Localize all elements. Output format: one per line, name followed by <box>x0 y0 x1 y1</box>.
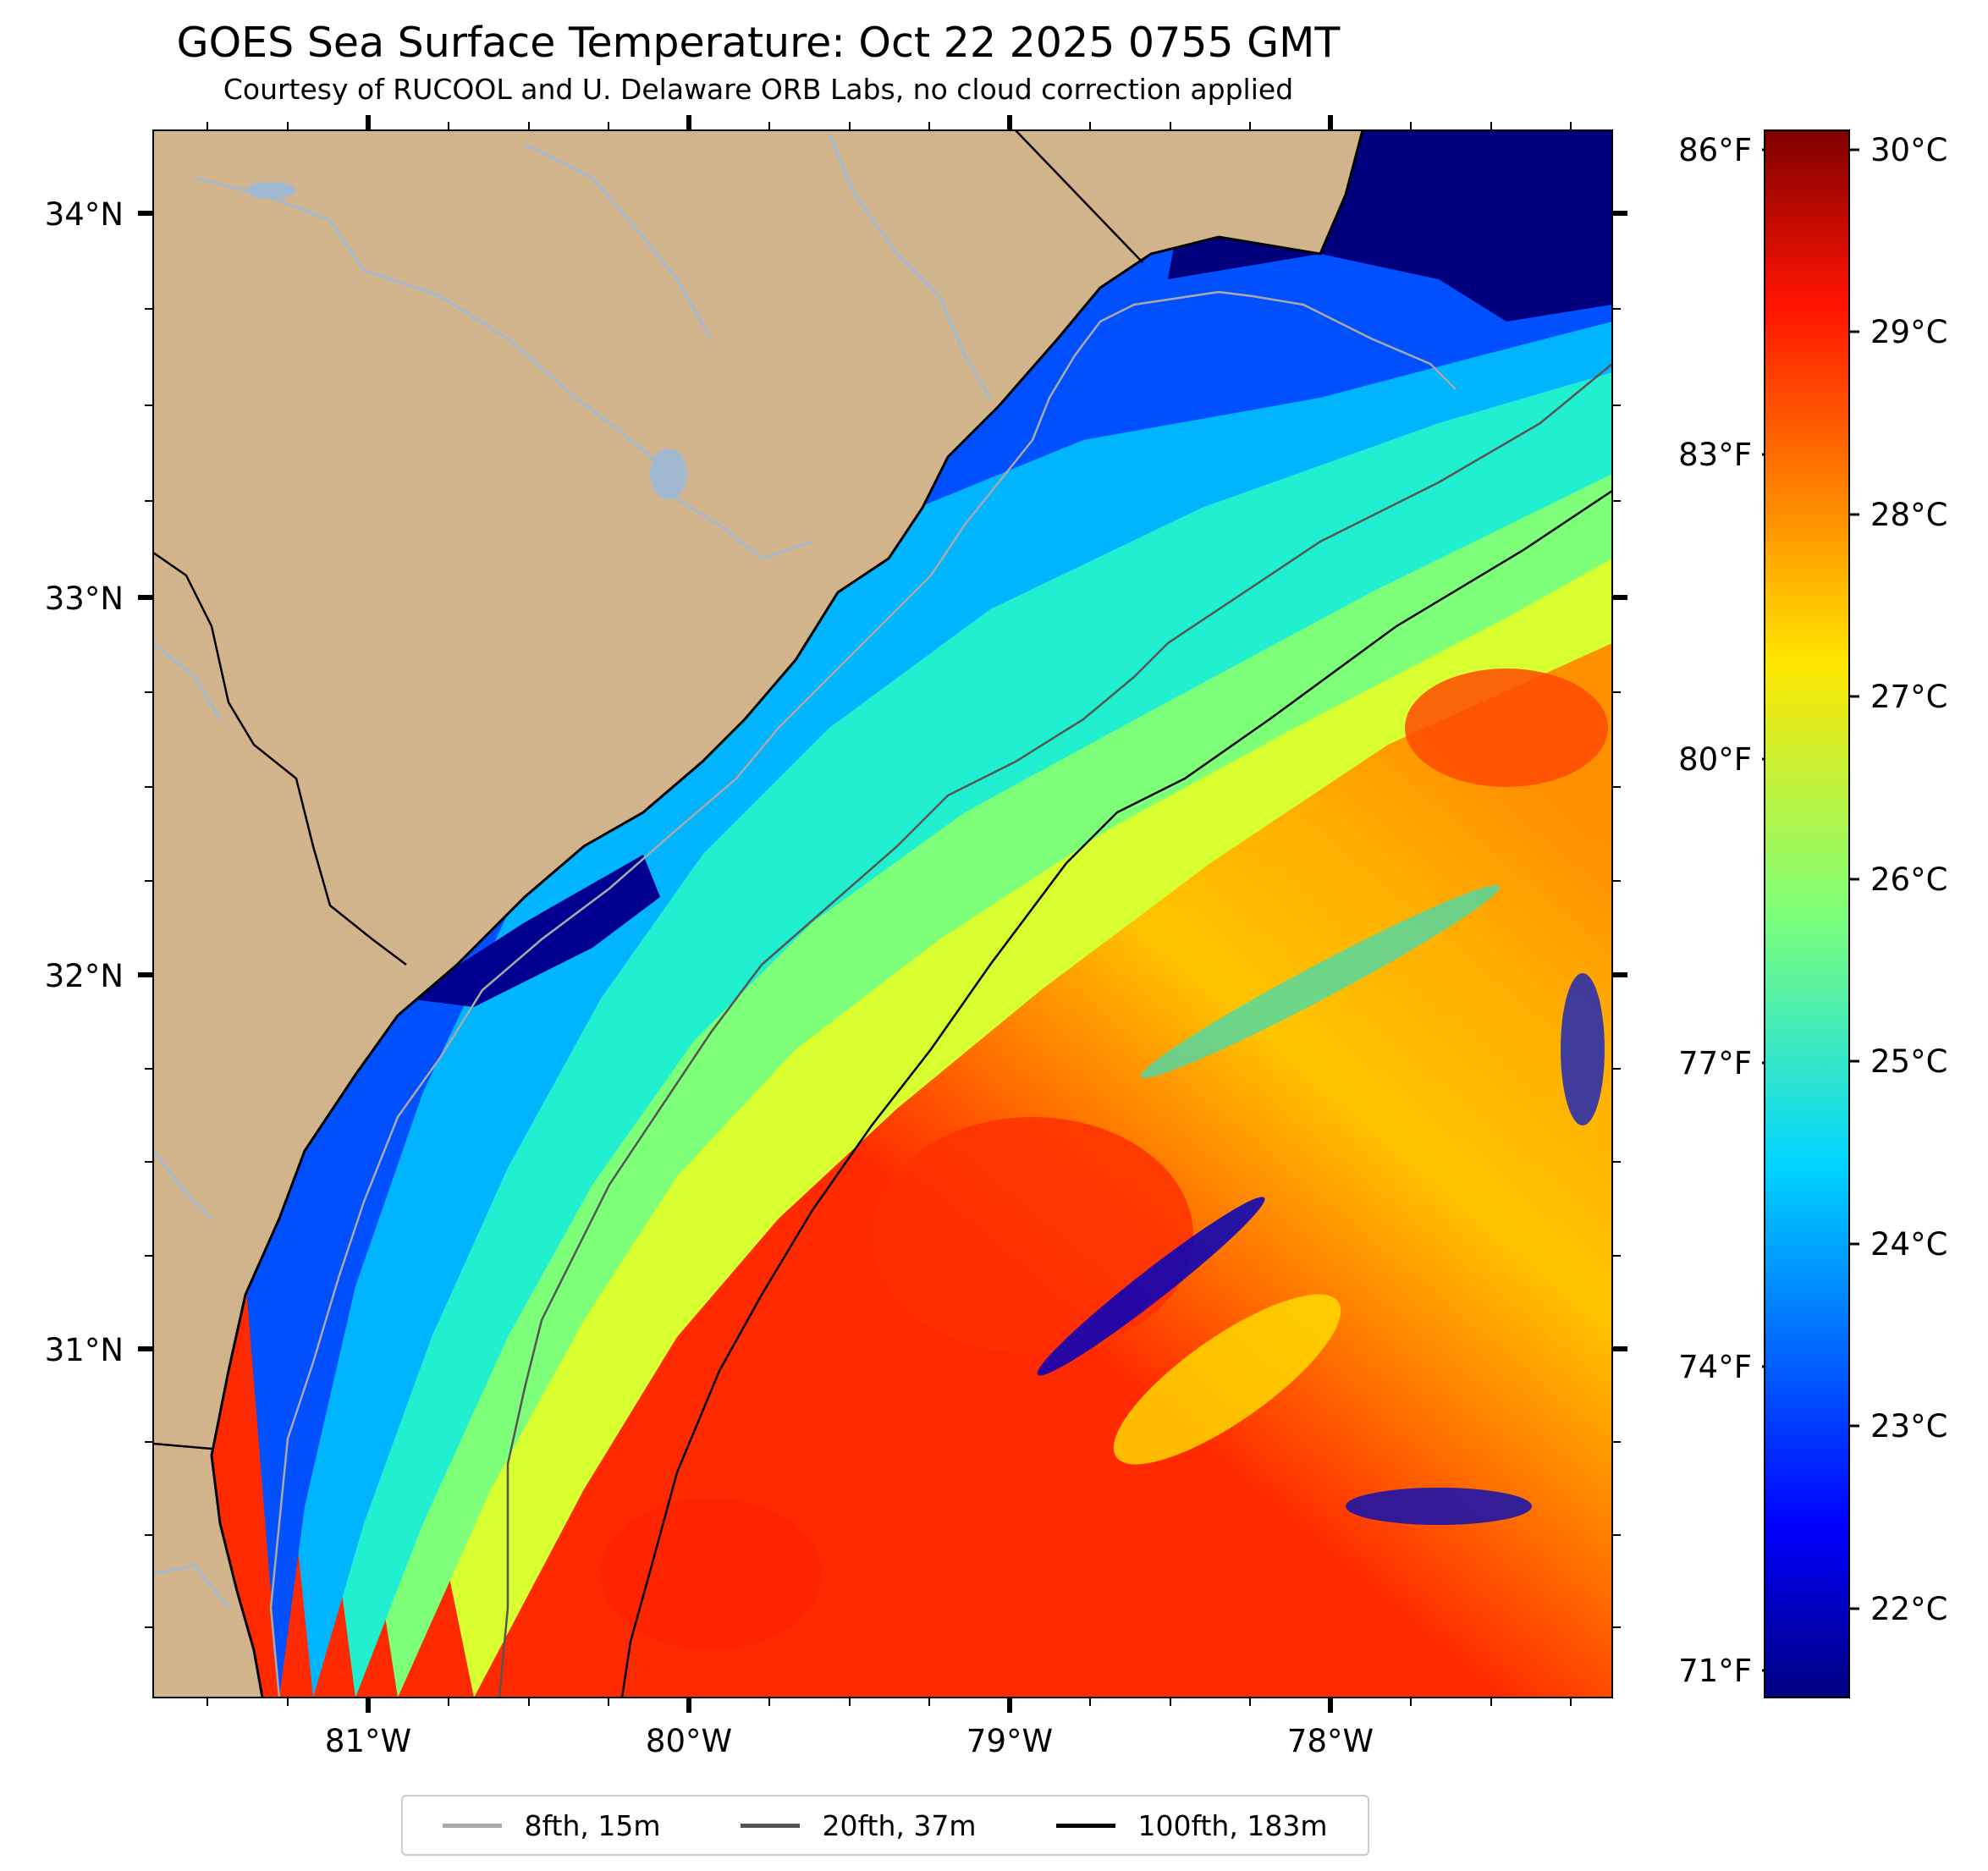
legend-line-20fth <box>741 1823 801 1828</box>
colorbar-label: 23°C <box>1870 1408 1947 1445</box>
isobath-20fth <box>498 363 1612 1698</box>
legend-line-8fth <box>443 1823 503 1828</box>
map-subtitle: Courtesy of RUCOOL and U. Delaware ORB L… <box>223 73 1294 106</box>
lat-label: 34°N <box>45 196 124 233</box>
isobath-legend: 8fth, 15m 20fth, 37m 100fth, 183m <box>401 1795 1369 1856</box>
river-1 <box>194 176 813 560</box>
colorbar-label: 29°C <box>1870 314 1947 350</box>
colorbar-label: 25°C <box>1870 1043 1947 1080</box>
state-border-nc-sc <box>1015 130 1143 263</box>
isobath-8fth <box>269 290 1457 1698</box>
legend-label: 8fth, 15m <box>524 1808 661 1842</box>
legend-item-100fth: 100fth, 183m <box>1056 1809 1327 1842</box>
legend-item-8fth: 8fth, 15m <box>443 1808 661 1842</box>
fahrenheit-label: 71°F <box>1678 1653 1752 1689</box>
colorbar-label: 28°C <box>1870 497 1947 533</box>
lon-label: 81°W <box>325 1723 411 1759</box>
cold-filament-1 <box>1037 1197 1265 1376</box>
minor-ticks <box>145 122 1621 1706</box>
colorbar-label: 22°C <box>1870 1591 1947 1627</box>
map-panel <box>153 130 1612 1698</box>
lat-label: 31°N <box>45 1332 124 1368</box>
lake-2 <box>245 182 296 199</box>
warm-core-south <box>601 1498 821 1650</box>
river-3 <box>524 142 713 339</box>
river-6 <box>153 1564 230 1609</box>
cold-patch-east <box>1561 973 1605 1125</box>
coastline <box>210 130 1364 1698</box>
legend-label: 20fth, 37m <box>822 1808 977 1842</box>
major-ticks <box>138 115 1627 1713</box>
isobath-100fth <box>620 489 1612 1698</box>
cold-water-patch-coastal <box>406 855 660 1007</box>
colorbar-ticks <box>1849 148 1859 1610</box>
colorbar-label: 30°C <box>1870 132 1947 168</box>
warm-core <box>872 1117 1193 1354</box>
legend-label: 100fth, 183m <box>1137 1808 1328 1842</box>
colorbar-label: 27°C <box>1870 679 1947 715</box>
fahrenheit-label: 83°F <box>1678 437 1752 473</box>
cyan-filament <box>1140 884 1501 1079</box>
colorbar-label: 26°C <box>1870 861 1947 898</box>
fahrenheit-label: 86°F <box>1678 132 1752 168</box>
lat-label: 32°N <box>45 958 124 994</box>
state-border-ga-fl <box>153 1442 212 1450</box>
river-2 <box>828 135 992 399</box>
lat-label: 33°N <box>45 581 124 617</box>
legend-line-100fth <box>1056 1823 1116 1828</box>
fahrenheit-label: 74°F <box>1678 1349 1752 1385</box>
lon-label: 80°W <box>646 1723 732 1759</box>
lon-label: 79°W <box>966 1723 1053 1759</box>
warm-eddy-ne <box>1405 669 1608 787</box>
cold-patch-se <box>1346 1488 1532 1525</box>
river-5 <box>153 1150 213 1220</box>
lake <box>650 448 687 499</box>
river-4 <box>153 641 222 720</box>
legend-item-20fth: 20fth, 37m <box>741 1809 976 1842</box>
land-mass <box>153 130 1363 1698</box>
map-frame <box>152 129 1613 1698</box>
lon-label: 78°W <box>1287 1723 1374 1759</box>
fahrenheit-label: 77°F <box>1678 1045 1752 1081</box>
colorbar-label: 24°C <box>1870 1226 1947 1263</box>
map-title: GOES Sea Surface Temperature: Oct 22 202… <box>176 19 1341 67</box>
state-border-sc-ga <box>153 551 407 966</box>
yellow-filament <box>1113 1294 1341 1465</box>
fahrenheit-label: 80°F <box>1678 741 1752 778</box>
colorbar <box>1764 129 1850 1698</box>
